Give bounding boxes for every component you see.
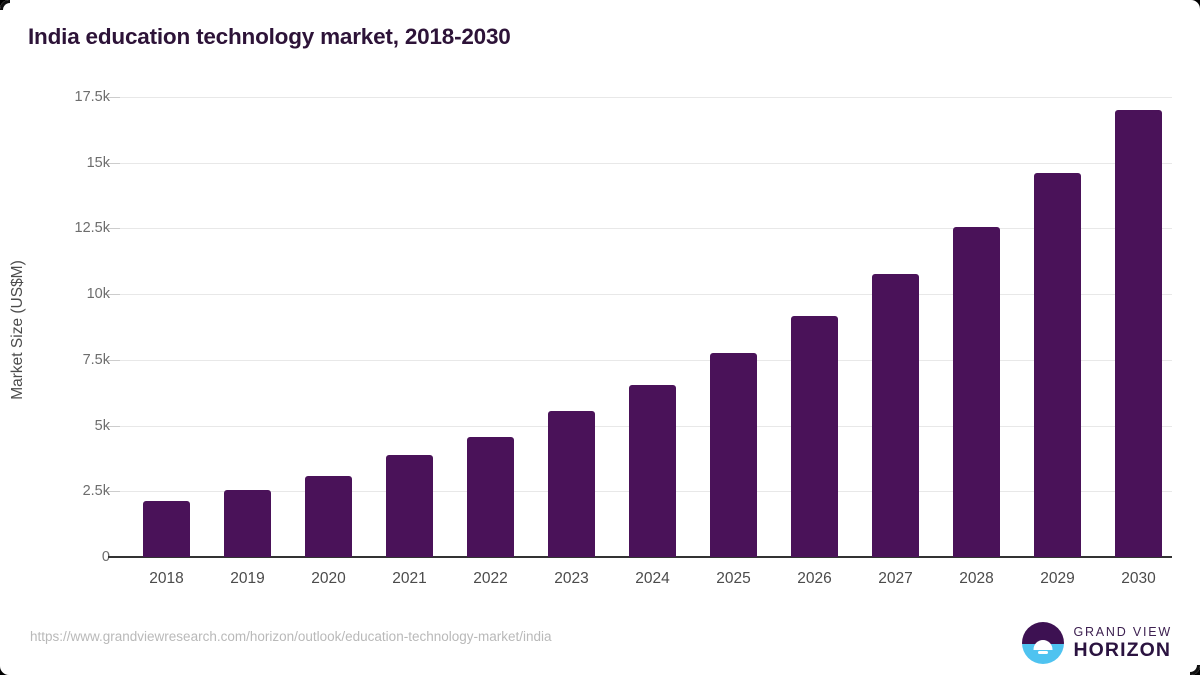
bar-2022[interactable] xyxy=(467,436,514,557)
y-axis-label: Market Size (US$M) xyxy=(9,260,26,400)
x-tick-label-2021: 2021 xyxy=(392,570,427,587)
x-tick-label-2020: 2020 xyxy=(311,570,346,587)
x-tick-label-2018: 2018 xyxy=(149,570,184,587)
logo-line-horizon: HORIZON xyxy=(1073,639,1172,661)
bar-2019[interactable] xyxy=(224,489,271,557)
y-tick-label: 15k xyxy=(86,154,110,171)
bar-2030[interactable] xyxy=(1115,110,1162,557)
corner-artifact-bottom-right xyxy=(1190,665,1200,675)
y-tick-label: 5k xyxy=(94,417,110,434)
y-tick-label: 2.5k xyxy=(82,483,110,500)
bar-2025[interactable] xyxy=(710,353,757,557)
sun-ray-upper xyxy=(1035,647,1052,650)
bar-series xyxy=(120,97,1172,557)
source-url[interactable]: https://www.grandviewresearch.com/horizo… xyxy=(30,629,552,644)
sun-ray-lower xyxy=(1038,651,1049,654)
sun-shape xyxy=(1033,640,1053,651)
bar-2028[interactable] xyxy=(953,227,1000,557)
y-tick-mark xyxy=(108,228,120,230)
gridline xyxy=(120,97,1172,98)
x-tick-label-2026: 2026 xyxy=(797,570,832,587)
horizon-sun-icon xyxy=(1022,622,1065,664)
bar-2020[interactable] xyxy=(305,475,352,557)
bar-2018[interactable] xyxy=(143,500,190,557)
gridline xyxy=(120,228,1172,230)
x-axis-ticks: 2018 2019 2020 2021 2022 2023 2024 2025 2026 2027… xyxy=(120,0,1172,675)
gridline xyxy=(120,162,1172,164)
bar-2024[interactable] xyxy=(629,384,676,557)
x-tick-label-2030: 2030 xyxy=(1121,570,1156,587)
x-tick-label-2028: 2028 xyxy=(959,570,994,587)
y-tick-mark xyxy=(108,294,120,296)
bar-2023[interactable] xyxy=(548,411,595,557)
bar-2027[interactable] xyxy=(872,274,919,557)
y-tick-mark xyxy=(108,491,120,493)
y-tick-label: 10k xyxy=(86,286,110,303)
x-tick-label-2029: 2029 xyxy=(1040,570,1075,587)
gridline xyxy=(120,359,1172,361)
y-tick-mark xyxy=(108,97,120,98)
bar-2026[interactable] xyxy=(791,316,838,557)
x-axis-line xyxy=(108,556,1172,558)
x-tick-label-2023: 2023 xyxy=(554,570,589,587)
page-title: India education technology market, 2018-… xyxy=(28,24,511,49)
y-tick-mark xyxy=(108,425,120,427)
y-tick-label: 17.5k xyxy=(74,89,110,105)
y-tick-label: 7.5k xyxy=(82,351,110,368)
y-tick-mark xyxy=(108,359,120,361)
y-tick-mark xyxy=(108,162,120,164)
x-tick-label-2024: 2024 xyxy=(635,570,670,587)
gridline xyxy=(120,294,1172,296)
logo-line-grand-view: GRAND VIEW xyxy=(1073,624,1172,639)
x-tick-label-2027: 2027 xyxy=(878,570,913,587)
bar-2029[interactable] xyxy=(1034,173,1081,557)
y-tick-label: 12.5k xyxy=(74,220,110,237)
x-tick-label-2022: 2022 xyxy=(473,570,508,587)
corner-artifact-top-left xyxy=(0,0,10,10)
bar-2021[interactable] xyxy=(386,455,433,557)
x-tick-label-2025: 2025 xyxy=(716,570,751,587)
grand-view-horizon-logo[interactable]: GRAND VIEW HORIZON xyxy=(1022,622,1172,664)
x-tick-label-2019: 2019 xyxy=(230,570,265,587)
logo-text: GRAND VIEW HORIZON xyxy=(1073,624,1172,661)
